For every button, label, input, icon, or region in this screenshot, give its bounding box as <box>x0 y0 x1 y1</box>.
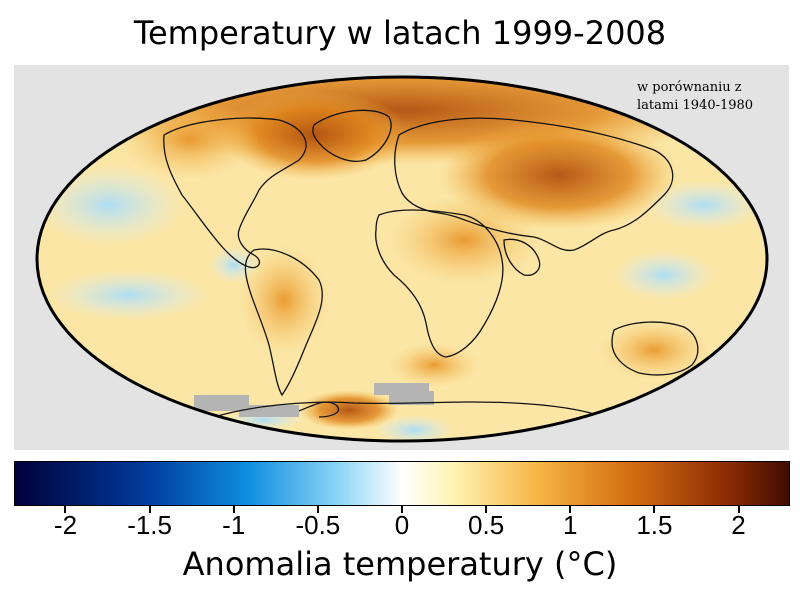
color-scale-tick-label: 0.5 <box>468 510 505 540</box>
antarctic-cool-region <box>374 415 454 441</box>
africa-warm-region <box>389 195 539 285</box>
color-scale-tick-mark <box>485 505 488 513</box>
west-pacific-cool-region <box>644 180 764 230</box>
indian-ocean-cool-region <box>614 250 714 300</box>
australia-warm-region <box>599 320 709 380</box>
color-scale-bar <box>14 461 790 506</box>
map-panel <box>14 65 789 450</box>
globe-outline <box>35 75 769 443</box>
color-scale-tick-label: 1.5 <box>636 510 673 540</box>
map-title: Temperatury w latach 1999-2008 <box>133 14 667 52</box>
antarctic-peninsula-warm-region <box>299 390 399 430</box>
comparison-note: w porównaniu z latami 1940-1980 <box>637 79 753 115</box>
color-scale-tick-label: -2 <box>53 510 78 540</box>
south-america-warm-region <box>239 245 329 355</box>
color-scale-tick-mark <box>569 505 572 513</box>
color-scale-tick-mark <box>737 505 740 513</box>
color-scale-tick-label: 2 <box>731 510 746 540</box>
color-scale-tick-label: -0.5 <box>295 510 341 540</box>
color-scale-tick-mark <box>64 505 67 513</box>
temperature-anomaly-map <box>35 75 769 443</box>
south-atlantic-warm-region <box>389 343 479 387</box>
color-scale-tick-label: -1.5 <box>127 510 172 540</box>
east-pacific-cool-region <box>49 270 209 320</box>
color-scale-tick-label: -1 <box>222 510 246 540</box>
color-scale-tick-mark <box>653 505 656 513</box>
coastlines <box>163 109 699 418</box>
color-scale-tick-mark <box>401 505 403 513</box>
north-pacific-cool-region <box>37 165 184 245</box>
color-scale-tick-mark <box>148 505 151 513</box>
comparison-note-line2: latami 1940-1980 <box>637 98 754 113</box>
color-scale-tick-label: 0 <box>394 510 410 540</box>
color-scale-tick-mark <box>316 505 319 513</box>
color-scale-tick-label: 1 <box>563 510 578 540</box>
color-scale-tick-mark <box>232 505 235 513</box>
color-scale-label: Anomalia temperatury (°C) <box>182 545 618 583</box>
comparison-note-line1: w porównaniu z <box>637 80 742 95</box>
